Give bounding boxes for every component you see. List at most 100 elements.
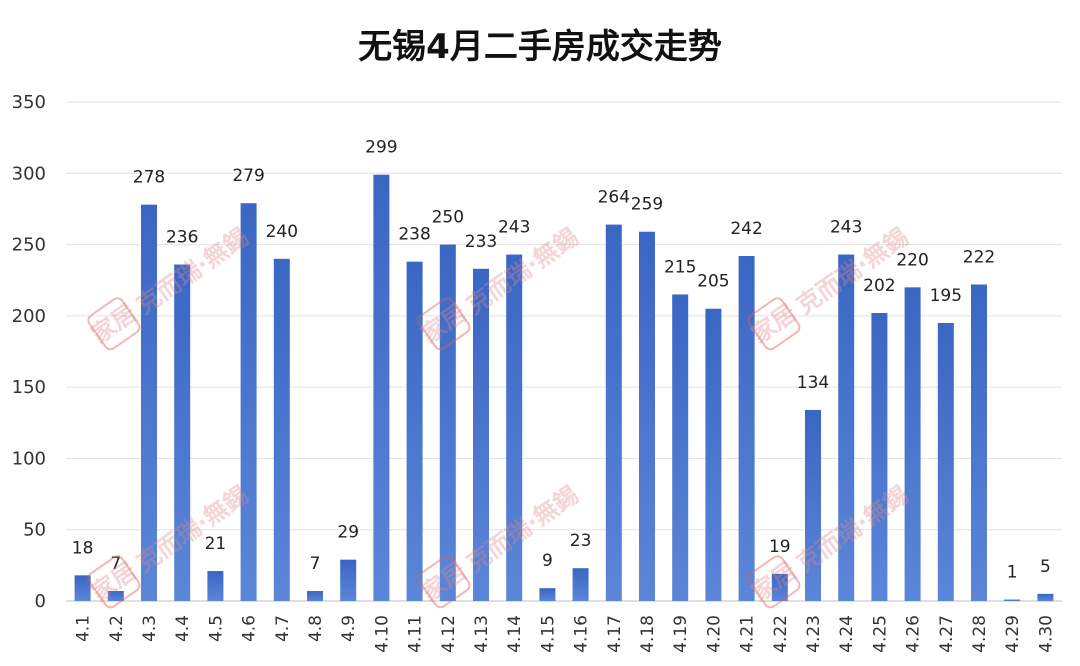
data-label: 29 [337, 523, 359, 543]
x-tick-label: 4.21 [738, 615, 758, 653]
x-tick-label: 4.24 [837, 615, 857, 653]
bar [439, 244, 456, 602]
bar [207, 571, 224, 601]
data-label: 1 [1007, 563, 1018, 583]
bar [904, 287, 921, 601]
data-label: 195 [930, 286, 962, 306]
data-label: 9 [542, 551, 553, 571]
bar [937, 322, 954, 601]
x-tick-label: 4.4 [173, 615, 193, 642]
bar [1037, 593, 1054, 601]
data-label: 236 [166, 228, 198, 248]
bar [639, 231, 655, 602]
data-label: 233 [465, 232, 497, 252]
x-axis-ticks: 4.1 4.2 4.3 4.4 4.5 4.6 4.7 4.8 4.9 4.10 4.11 4.12 4… [74, 615, 1057, 653]
bar [174, 264, 191, 601]
y-axis-ticks: 0 50 100 150 200 250 300 350 [12, 92, 46, 612]
gridlines [66, 101, 1062, 602]
y-tick-label: 100 [12, 448, 46, 469]
x-tick-label: 4.1 [74, 615, 94, 642]
bar [838, 254, 855, 601]
data-label: 19 [769, 537, 791, 557]
bar [705, 308, 722, 601]
y-tick-label: 350 [12, 92, 46, 113]
data-label: 205 [697, 272, 729, 292]
data-label: 299 [365, 138, 397, 158]
y-tick-label: 300 [12, 163, 46, 184]
bar [539, 588, 556, 601]
x-tick-label: 4.23 [804, 615, 824, 653]
bar [971, 284, 987, 601]
data-labels: 1872782362127924072929923825023324392326… [72, 138, 1051, 583]
data-label: 18 [72, 538, 94, 558]
bar [672, 294, 689, 601]
data-label: 202 [863, 276, 895, 296]
x-tick-label: 4.2 [107, 615, 127, 642]
data-label: 134 [797, 373, 829, 393]
bar [506, 254, 523, 601]
bar [871, 313, 888, 601]
x-tick-label: 4.26 [904, 615, 924, 653]
data-label: 238 [398, 225, 430, 245]
data-label: 21 [205, 534, 227, 554]
x-tick-label: 4.28 [970, 615, 990, 653]
bar [340, 559, 357, 601]
y-tick-label: 0 [35, 591, 46, 612]
x-tick-label: 4.16 [572, 615, 592, 653]
x-tick-label: 4.3 [140, 615, 160, 642]
bar [473, 268, 489, 601]
data-label: 222 [963, 247, 995, 267]
bar [805, 409, 821, 601]
y-tick-label: 50 [23, 520, 46, 541]
bar [738, 255, 755, 601]
x-tick-label: 4.25 [870, 615, 890, 653]
data-label: 215 [664, 257, 696, 277]
x-tick-label: 4.11 [406, 615, 426, 653]
bar [74, 575, 91, 601]
data-label: 240 [266, 222, 298, 242]
data-label: 250 [432, 208, 464, 228]
x-tick-label: 4.6 [240, 615, 260, 642]
x-tick-label: 4.20 [704, 615, 724, 653]
x-tick-label: 4.14 [505, 615, 525, 653]
data-label: 278 [133, 168, 165, 188]
x-tick-label: 4.12 [439, 615, 459, 653]
svg-text:家居: 家居 [86, 299, 141, 349]
bars [74, 174, 1054, 602]
x-tick-label: 4.9 [339, 615, 359, 642]
x-tick-label: 4.7 [273, 615, 293, 642]
x-tick-label: 4.5 [206, 615, 226, 642]
bar [307, 591, 323, 601]
data-label: 243 [498, 218, 530, 238]
bar [107, 591, 124, 601]
bar [1004, 599, 1021, 601]
bar [771, 573, 788, 601]
data-label: 243 [830, 218, 862, 238]
data-label: 7 [310, 554, 321, 574]
data-label: 220 [896, 250, 928, 270]
data-label: 279 [232, 166, 264, 186]
bar [273, 258, 290, 601]
data-label: 23 [570, 531, 592, 551]
data-label: 7 [110, 554, 121, 574]
data-label: 5 [1040, 557, 1051, 577]
bar [605, 224, 622, 601]
chart-title: 无锡4月二手房成交走势 [358, 27, 722, 67]
x-tick-label: 4.15 [538, 615, 558, 653]
x-tick-label: 4.10 [372, 615, 392, 653]
x-tick-label: 4.19 [671, 615, 691, 653]
x-tick-label: 4.27 [937, 615, 957, 653]
x-tick-label: 4.8 [306, 615, 326, 642]
data-label: 242 [730, 219, 762, 239]
bar [240, 203, 257, 601]
x-tick-label: 4.29 [1003, 615, 1023, 653]
x-tick-label: 4.30 [1036, 615, 1056, 653]
y-tick-label: 200 [12, 306, 46, 327]
bar [406, 261, 423, 601]
y-tick-label: 250 [12, 235, 46, 256]
x-tick-label: 4.22 [771, 615, 791, 653]
